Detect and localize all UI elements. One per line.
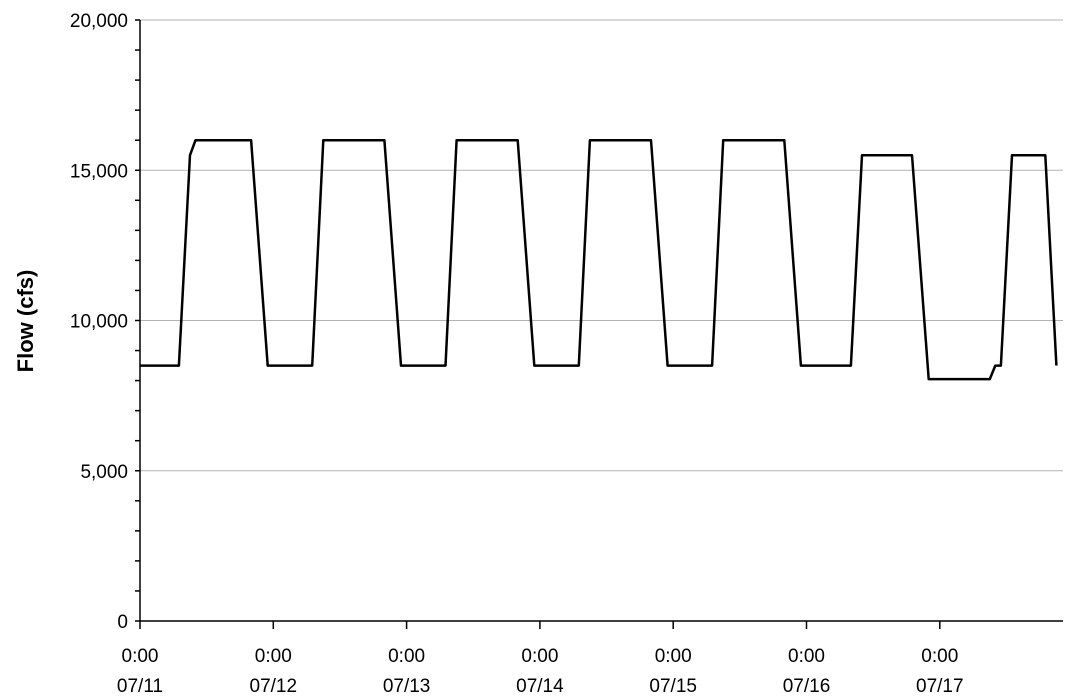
x-tick-label-date: 07/12 [250, 676, 298, 697]
x-tick-label-time: 0:00 [122, 646, 159, 667]
y-tick-label: 5,000 [80, 462, 128, 483]
gridlines [140, 19, 1063, 472]
tick-labels: 0 5,000 10,000 15,000 20,000 0:00 07/11 0:00 07/… [70, 11, 964, 697]
x-tick-label-date: 07/17 [916, 676, 964, 697]
y-tick-label: 15,000 [70, 161, 128, 182]
x-tick-label-time: 0:00 [921, 646, 958, 667]
x-tick-label-date: 07/16 [783, 676, 831, 697]
axes [135, 19, 1063, 629]
x-tick-label-date: 07/15 [649, 676, 697, 697]
x-tick-label-time: 0:00 [788, 646, 825, 667]
x-tick-label-time: 0:00 [255, 646, 292, 667]
x-tick-label-time: 0:00 [655, 646, 692, 667]
x-tick-label-date: 07/13 [383, 676, 431, 697]
x-tick-label-time: 0:00 [388, 646, 425, 667]
x-tick-label-time: 0:00 [521, 646, 558, 667]
y-tick-label: 10,000 [70, 312, 128, 333]
series [140, 138, 1058, 381]
flow-series-line [140, 138, 1058, 381]
y-tick-label: 20,000 [70, 11, 128, 32]
x-tick-label-date: 07/11 [117, 676, 163, 697]
y-tick-label: 0 [117, 612, 128, 633]
y-axis-title: Flow (cfs) [13, 270, 38, 373]
x-tick-label-date: 07/14 [516, 676, 564, 697]
